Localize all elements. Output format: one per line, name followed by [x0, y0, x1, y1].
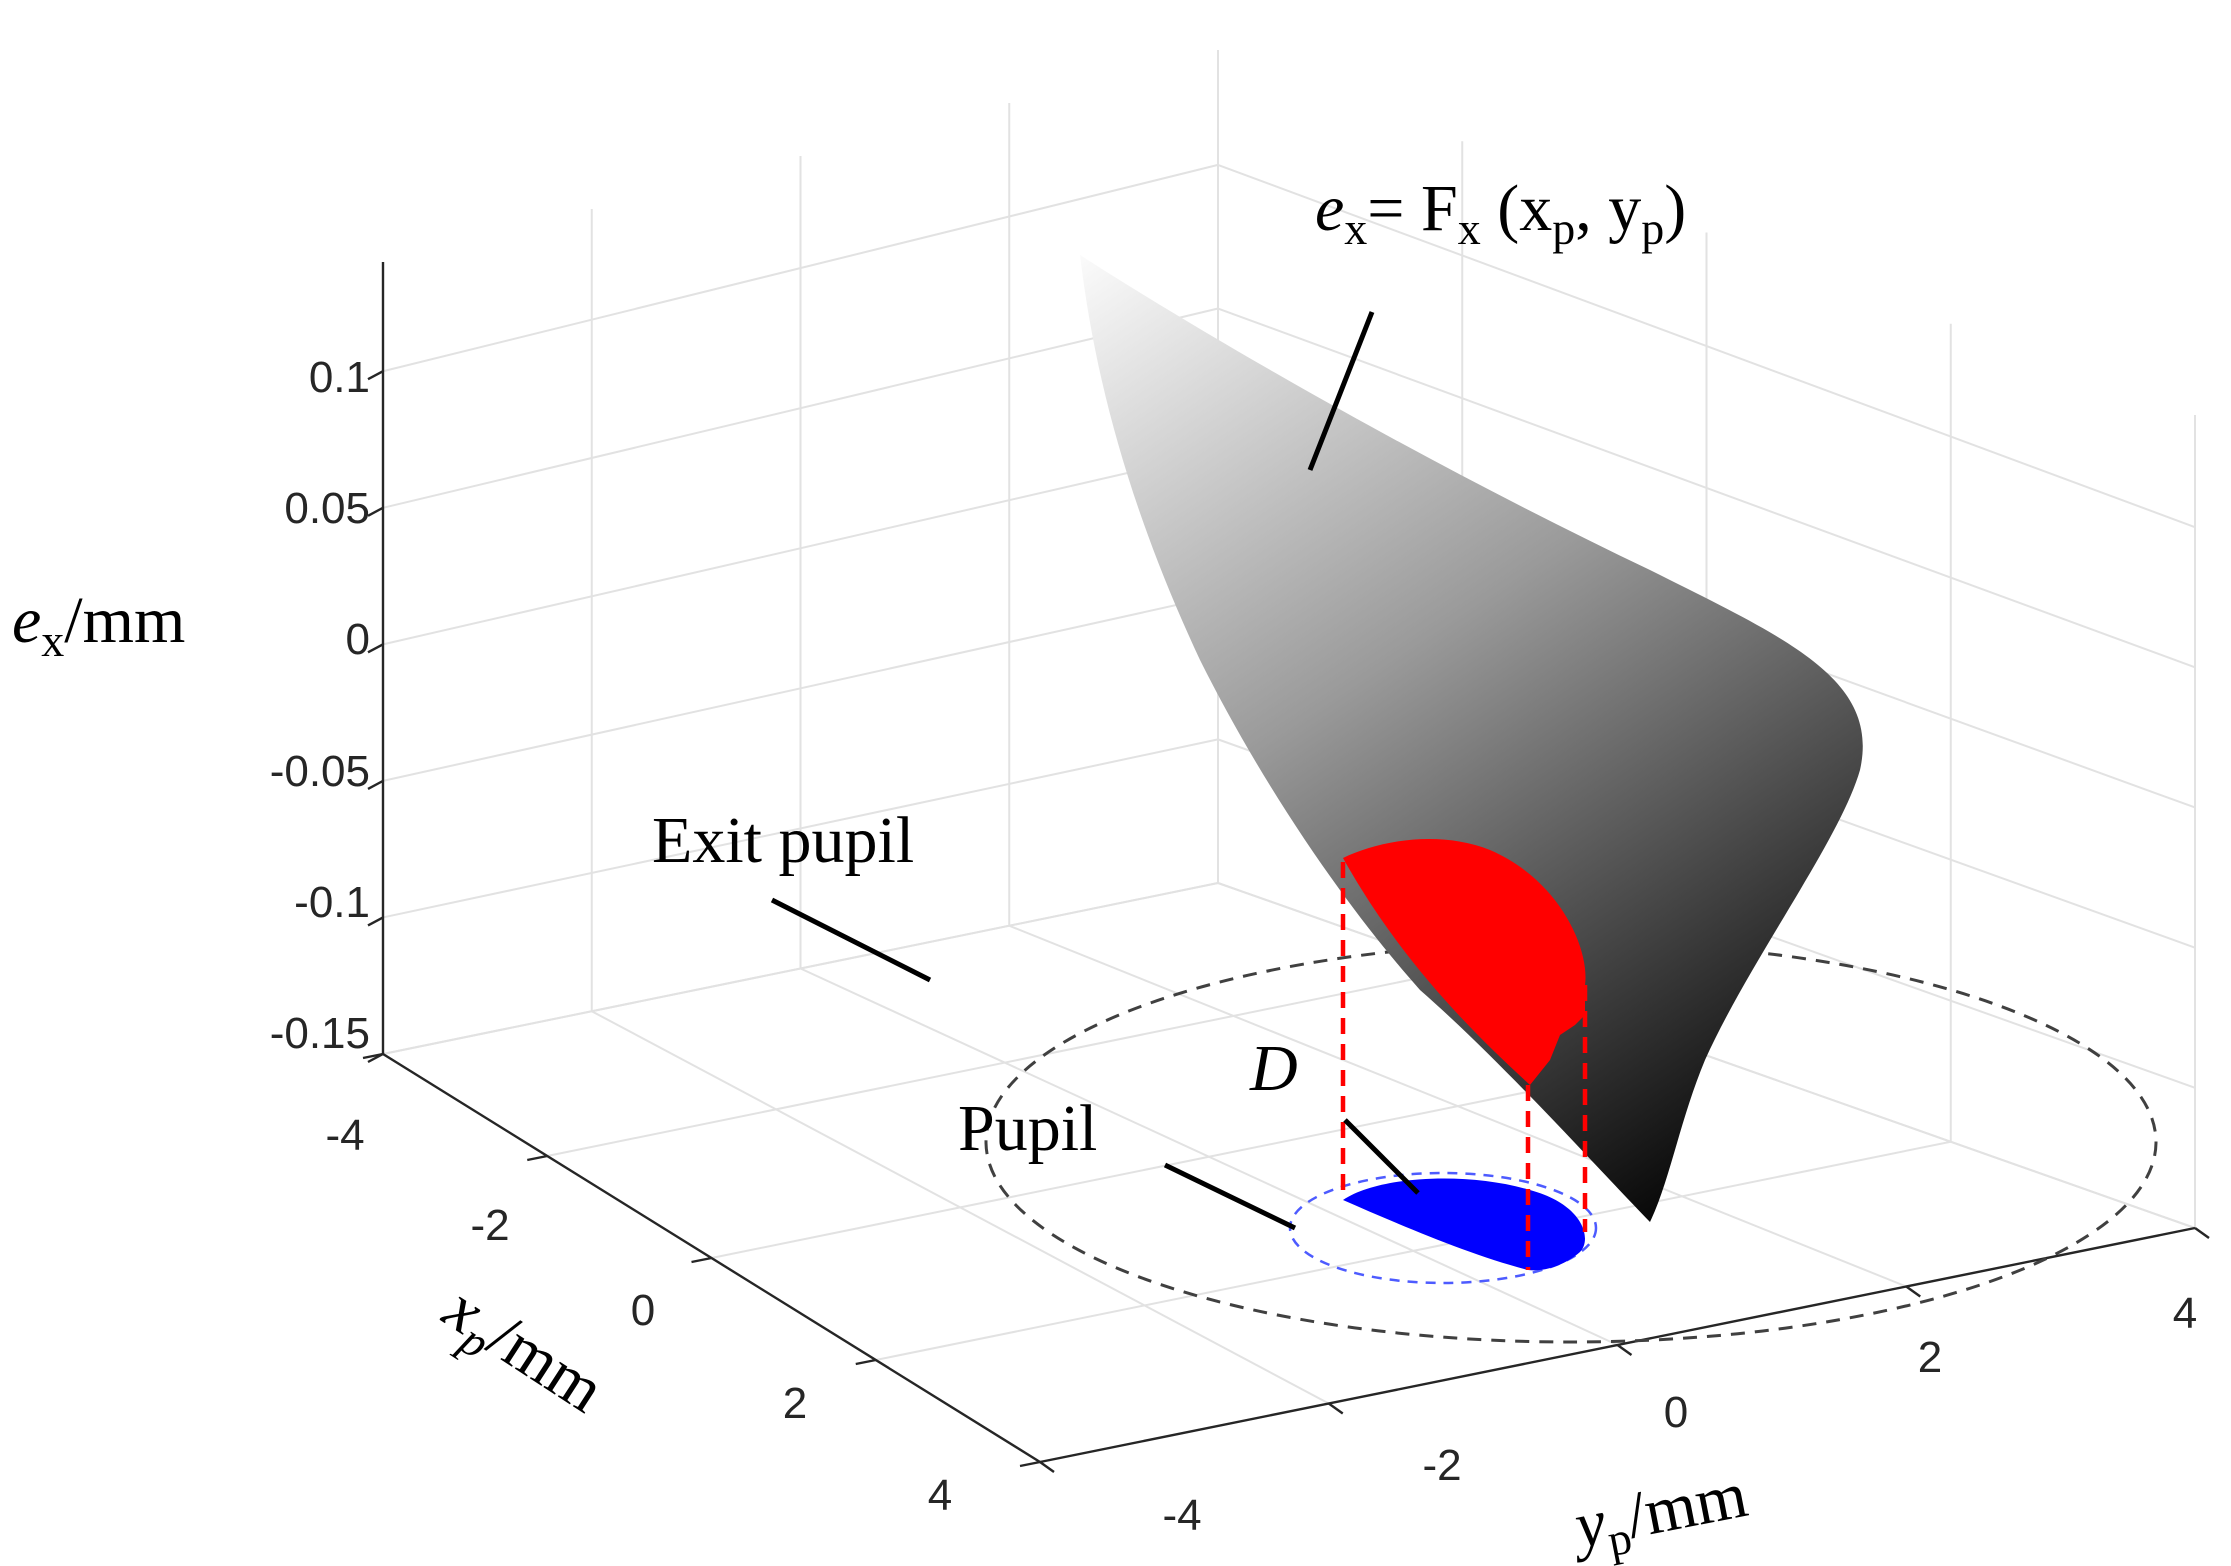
y-tick-mark	[1328, 1402, 1344, 1415]
y-tick-mark	[1616, 1344, 1633, 1356]
pupil-label: Pupil	[958, 1092, 1097, 1165]
surface-formula: ex= Fx (xp, yp)	[1315, 172, 1686, 254]
x-axis-label: xp/mm	[426, 1271, 617, 1435]
exit-pupil-label: Exit pupil	[652, 804, 914, 877]
z-tick-label: 0.05	[284, 484, 370, 533]
z-axis-label: ex/mm	[12, 584, 185, 666]
surface-region-red	[1343, 838, 1586, 1085]
x-tick-label: -2	[470, 1201, 509, 1250]
x-tick-mark	[1019, 1460, 1041, 1468]
z-tick-mark	[367, 779, 384, 790]
y-tick-label: 4	[2173, 1289, 2197, 1338]
leader-lines	[770, 311, 1420, 1231]
z-tick-label: 0	[346, 615, 370, 664]
grid-line	[1008, 924, 1907, 1288]
y-tick-mark	[2194, 1227, 2210, 1239]
grid-line	[591, 1010, 1330, 1405]
guide-lines	[1340, 862, 1588, 1270]
y-tick-mark	[1905, 1285, 1921, 1298]
x-tick-label: 4	[928, 1471, 952, 1520]
x-tick-label: -4	[325, 1111, 364, 1160]
z-tick-label: -0.15	[270, 1009, 370, 1058]
y-axis-label: yp/mm	[1563, 1458, 1755, 1566]
z-tick-mark	[367, 643, 384, 654]
z-tick-label: -0.1	[294, 878, 370, 927]
z-tick-mark	[367, 370, 384, 381]
x-tick-label: 0	[631, 1286, 655, 1335]
y-tick-label: -4	[1162, 1491, 1201, 1540]
axes	[362, 262, 2210, 1473]
region-d-leader	[1343, 1118, 1420, 1195]
surface-leader	[1307, 311, 1375, 471]
y-tick-label: 0	[1664, 1388, 1688, 1437]
y-tick-label: -2	[1422, 1441, 1461, 1490]
exit-pupil-leader	[770, 897, 932, 983]
y-tick-labels: -4 -2 0 2 4	[1162, 1289, 2197, 1540]
z-tick-label: -0.05	[270, 747, 370, 796]
x-tick-mark	[691, 1256, 712, 1264]
x-tick-label: 2	[783, 1379, 807, 1428]
z-tick-labels: 0.1 0.05 0 -0.05 -0.1 -0.15	[270, 353, 370, 1058]
surface-ex	[1080, 255, 1863, 1222]
z-tick-mark	[367, 916, 384, 927]
region-d-label: D	[1249, 1032, 1298, 1105]
x-tick-mark	[362, 1052, 384, 1060]
pupil-leader	[1163, 1162, 1297, 1231]
y-tick-label: 2	[1918, 1333, 1942, 1382]
x-tick-labels: -4 -2 0 2 4	[325, 1111, 952, 1520]
exit-pupil-circle-outline	[984, 940, 2158, 1344]
z-tick-label: 0.1	[309, 353, 370, 402]
x-tick-mark	[855, 1358, 876, 1366]
y-tick-mark	[1039, 1461, 1055, 1473]
z-tick-mark	[367, 506, 384, 517]
region-d-blue	[1343, 1178, 1585, 1271]
x-tick-mark	[527, 1154, 548, 1162]
